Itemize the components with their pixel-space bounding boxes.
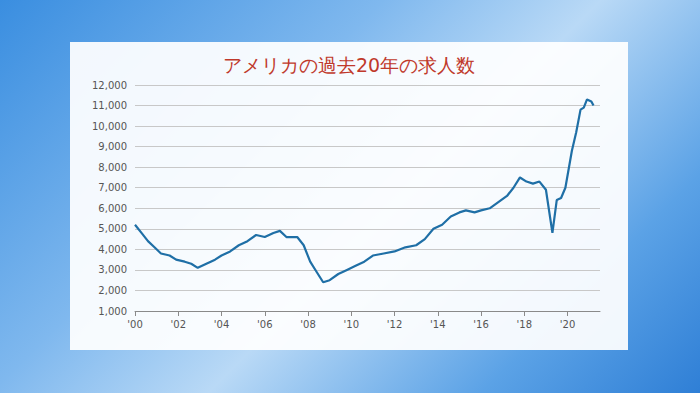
svg-text:1,000: 1,000 <box>98 306 127 317</box>
svg-text:6,000: 6,000 <box>98 203 127 214</box>
svg-text:5,000: 5,000 <box>98 223 127 234</box>
svg-text:2,000: 2,000 <box>98 285 127 296</box>
svg-text:9,000: 9,000 <box>98 141 127 152</box>
svg-text:'02: '02 <box>171 319 186 330</box>
svg-text:'14: '14 <box>430 319 445 330</box>
svg-text:3,000: 3,000 <box>98 264 127 275</box>
svg-text:'12: '12 <box>387 319 402 330</box>
svg-text:8,000: 8,000 <box>98 162 127 173</box>
svg-text:12,000: 12,000 <box>92 80 127 91</box>
svg-text:'20: '20 <box>560 319 575 330</box>
svg-text:'08: '08 <box>300 319 315 330</box>
svg-text:'18: '18 <box>517 319 532 330</box>
svg-text:'06: '06 <box>257 319 272 330</box>
svg-text:4,000: 4,000 <box>98 244 127 255</box>
svg-text:11,000: 11,000 <box>92 100 127 111</box>
svg-text:10,000: 10,000 <box>92 121 127 132</box>
svg-text:アメリカの過去20年の求人数: アメリカの過去20年の求人数 <box>223 54 475 76</box>
svg-text:'04: '04 <box>214 319 229 330</box>
svg-text:'16: '16 <box>473 319 488 330</box>
svg-text:'10: '10 <box>344 319 359 330</box>
svg-text:'00: '00 <box>127 319 142 330</box>
svg-text:7,000: 7,000 <box>98 182 127 193</box>
